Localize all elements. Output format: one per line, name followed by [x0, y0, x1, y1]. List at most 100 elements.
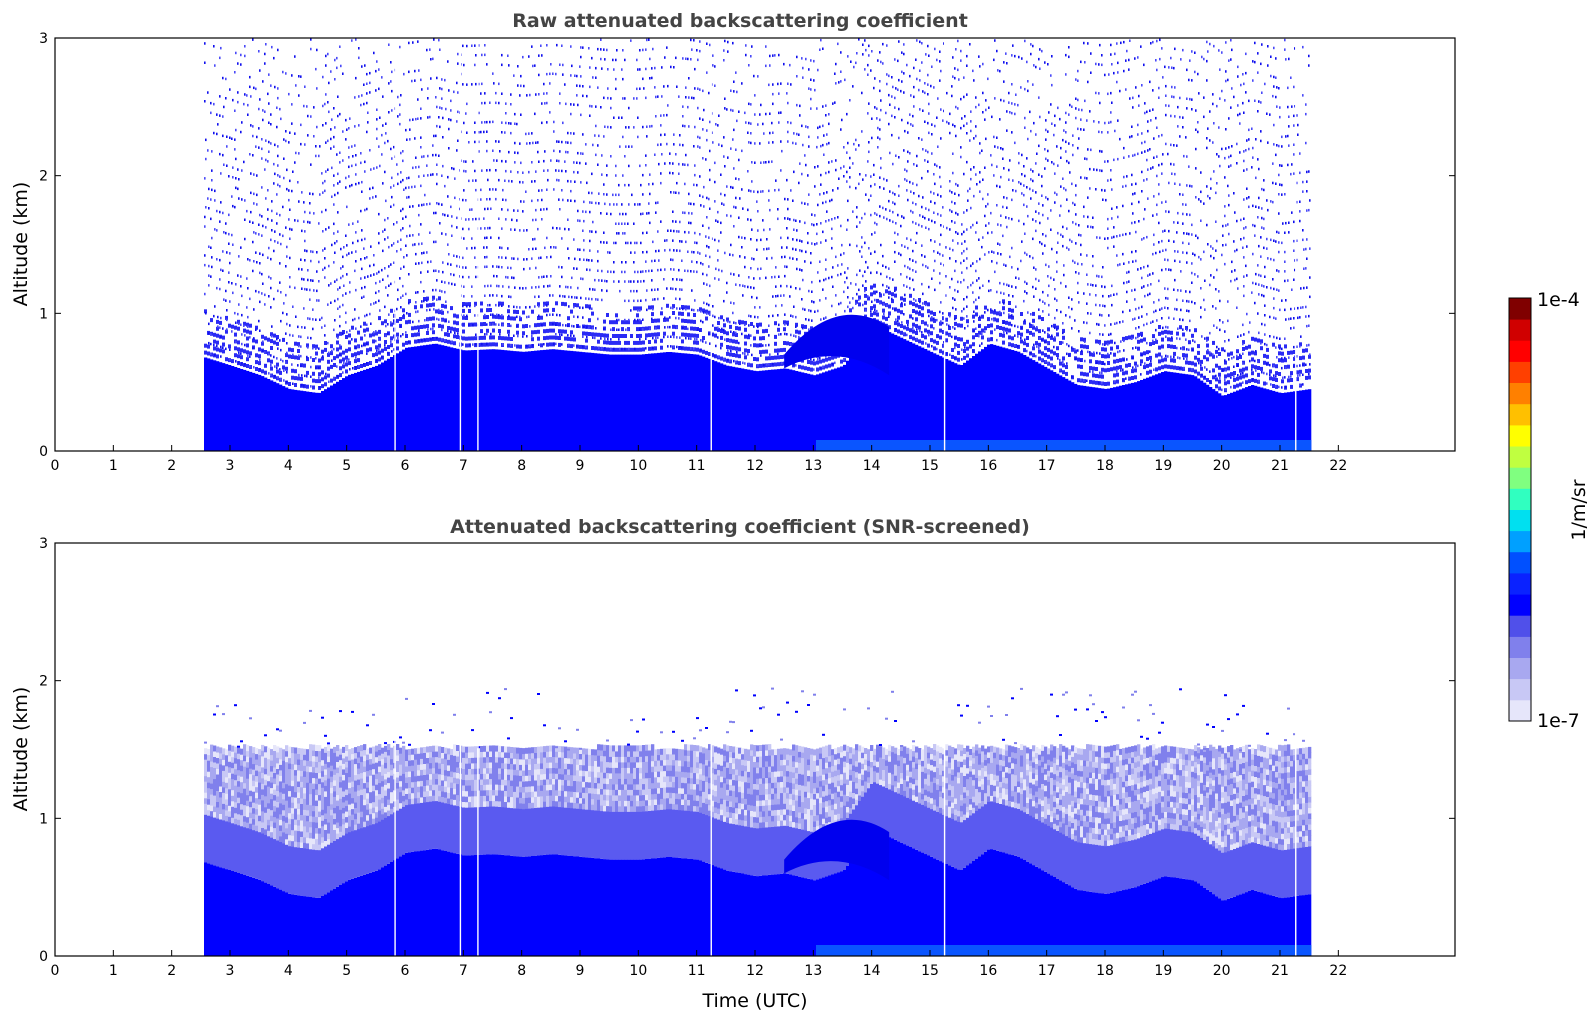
heatmap-cell	[915, 344, 919, 451]
heatmap-cell	[744, 265, 746, 269]
heatmap-cell	[954, 67, 956, 70]
heatmap-cell	[501, 121, 503, 124]
heatmap-cell	[514, 112, 516, 116]
heatmap-cell	[408, 299, 411, 304]
heatmap-cell	[594, 278, 596, 282]
heatmap-cell	[909, 180, 911, 184]
heatmap-cell	[912, 309, 915, 313]
heatmap-cell	[942, 316, 945, 321]
heatmap-cell	[618, 222, 620, 225]
heatmap-cell	[574, 180, 576, 183]
heatmap-cell	[882, 42, 884, 46]
heatmap-cell	[268, 295, 270, 298]
heatmap-cell	[597, 163, 599, 166]
heatmap-cell	[472, 343, 474, 346]
heatmap-cell	[295, 315, 297, 318]
heatmap-cell	[220, 201, 222, 204]
heatmap-cell	[216, 229, 218, 232]
heatmap-cell	[648, 38, 650, 41]
heatmap-cell	[613, 270, 615, 274]
heatmap-cell	[409, 138, 411, 141]
heatmap-cell	[723, 323, 726, 328]
heatmap-cell	[907, 266, 909, 269]
heatmap-cell	[732, 41, 734, 45]
heatmap-cell	[909, 300, 912, 305]
heatmap-cell	[324, 324, 326, 327]
heatmap-cell	[925, 53, 927, 56]
heatmap-cell	[705, 350, 708, 355]
heatmap-cell	[879, 327, 883, 451]
heatmap-cell	[462, 266, 464, 269]
heatmap-cell	[708, 226, 710, 230]
heatmap-cell	[958, 78, 960, 81]
heatmap-cell	[679, 288, 681, 291]
heatmap-cell	[247, 103, 249, 107]
heatmap-cell	[946, 91, 948, 95]
heatmap-cell	[513, 305, 515, 309]
heatmap-cell	[277, 48, 279, 52]
heatmap-cell	[312, 347, 314, 350]
heatmap-cell	[852, 162, 854, 165]
heatmap-cell	[934, 221, 936, 224]
heatmap-cell	[952, 248, 954, 252]
heatmap-cell	[583, 219, 585, 223]
heatmap-cell	[253, 86, 255, 90]
heatmap-cell	[876, 298, 879, 303]
heatmap-cell	[673, 191, 675, 194]
heatmap-cell	[870, 213, 872, 217]
heatmap-cell	[738, 110, 740, 113]
heatmap-cell	[832, 102, 834, 105]
heatmap-cell	[337, 297, 339, 301]
heatmap-cell	[777, 217, 779, 221]
heatmap-cell	[709, 168, 711, 172]
heatmap-cell	[258, 107, 260, 111]
heatmap-cell	[517, 151, 519, 155]
heatmap-cell	[409, 118, 411, 122]
heatmap-cell	[349, 281, 351, 284]
heatmap-cell	[369, 347, 372, 352]
heatmap-cell	[292, 353, 294, 357]
heatmap-cell	[297, 364, 299, 367]
heatmap-cell	[381, 76, 383, 79]
heatmap-cell	[253, 308, 255, 311]
heatmap-cell	[295, 151, 297, 155]
heatmap-cell	[351, 251, 353, 254]
heatmap-cell	[399, 103, 401, 107]
heatmap-cell	[975, 312, 978, 317]
heatmap-cell	[453, 273, 455, 277]
heatmap-cell	[858, 440, 862, 451]
heatmap-cell	[729, 340, 731, 343]
heatmap-cell	[897, 319, 899, 323]
heatmap-cell	[268, 121, 270, 124]
heatmap-cell	[454, 177, 456, 180]
heatmap-cell	[897, 213, 899, 217]
heatmap-cell	[444, 78, 446, 82]
heatmap-cell	[342, 378, 346, 451]
heatmap-cell	[316, 270, 318, 273]
heatmap-cell	[546, 101, 548, 105]
heatmap-cell	[717, 220, 719, 223]
heatmap-cell	[393, 223, 395, 226]
heatmap-cell	[532, 238, 534, 241]
heatmap-cell	[975, 333, 978, 337]
heatmap-cell	[714, 277, 716, 280]
heatmap-cell	[543, 308, 546, 313]
heatmap-cell	[685, 308, 687, 311]
heatmap-cell	[327, 352, 330, 357]
heatmap-cell	[564, 160, 566, 163]
heatmap-cell	[699, 136, 701, 140]
heatmap-cell	[901, 321, 903, 324]
heatmap-cell	[945, 359, 949, 451]
heatmap-cell	[690, 319, 693, 324]
heatmap-cell	[720, 363, 724, 451]
heatmap-cell	[375, 339, 377, 343]
heatmap-cell	[957, 232, 959, 235]
heatmap-cell	[465, 199, 467, 202]
heatmap-cell	[726, 185, 728, 188]
heatmap-cell	[613, 116, 615, 119]
heatmap-cell	[979, 344, 981, 347]
heatmap-cell	[490, 236, 492, 239]
heatmap-cell	[901, 118, 903, 122]
heatmap-cell	[328, 351, 330, 355]
heatmap-cell	[672, 278, 674, 281]
